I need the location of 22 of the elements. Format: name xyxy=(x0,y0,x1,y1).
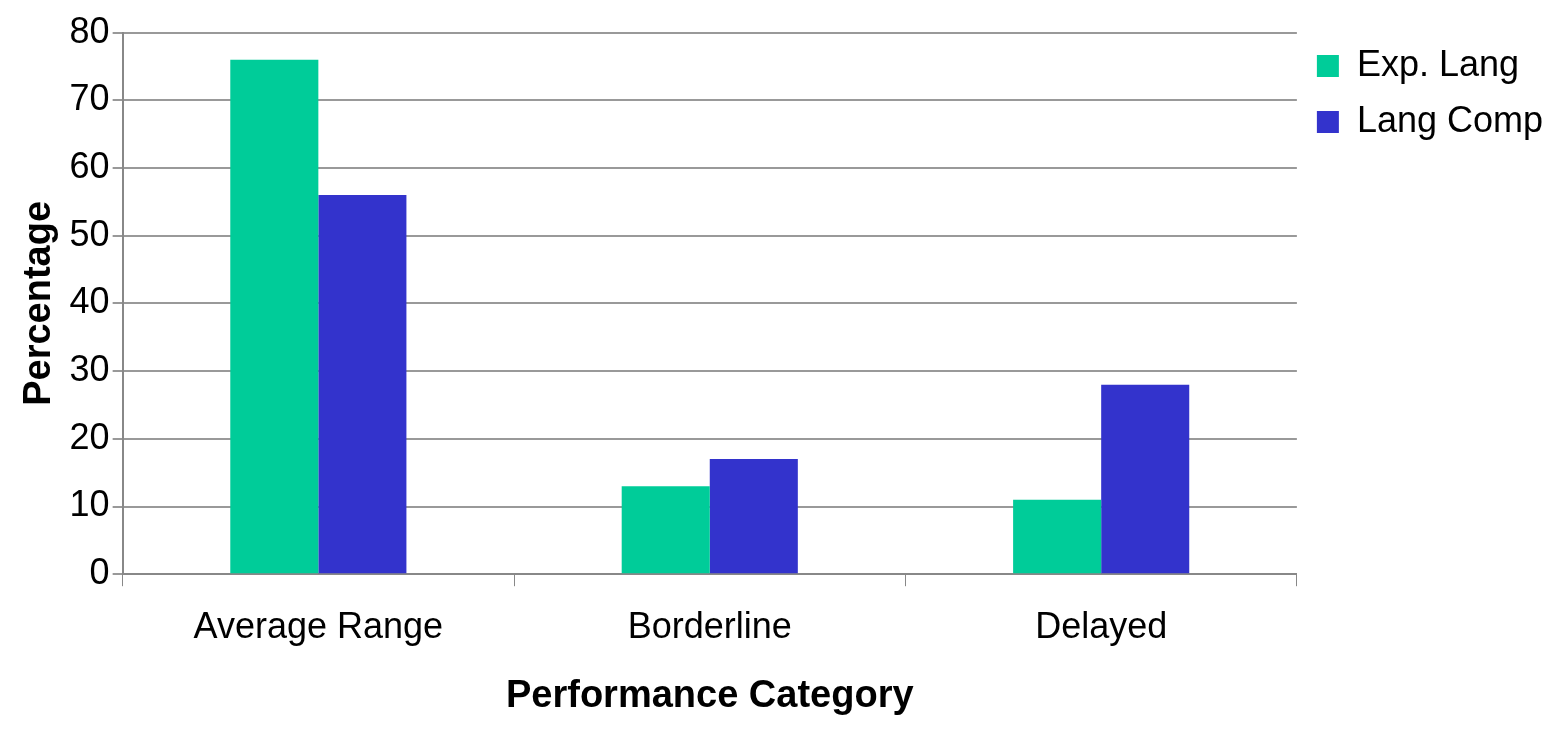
y-tick-label: 80 xyxy=(69,9,110,51)
y-tick-label: 10 xyxy=(69,483,110,525)
x-tick-label: Borderline xyxy=(627,604,792,646)
y-tick-label: 60 xyxy=(69,144,110,186)
y-axis-title: Percentage xyxy=(16,200,59,406)
bar xyxy=(318,195,407,574)
y-tick-label: 40 xyxy=(69,280,110,322)
x-tick-label: Average Range xyxy=(193,604,444,646)
legend-label: Exp. Lang xyxy=(1356,42,1520,84)
bar xyxy=(230,59,319,574)
x-tick-label: Delayed xyxy=(1035,604,1168,646)
y-tick-label: 0 xyxy=(89,551,110,593)
bar xyxy=(621,486,710,574)
legend-label: Lang Comp xyxy=(1356,98,1544,140)
x-axis-title: Performance Category xyxy=(505,672,914,715)
bar xyxy=(1101,384,1190,574)
y-tick-label: 50 xyxy=(69,212,110,254)
y-tick-label: 30 xyxy=(69,348,110,390)
bar xyxy=(709,459,798,574)
y-tick-label: 70 xyxy=(69,77,110,119)
bar xyxy=(1013,499,1102,574)
y-tick-label: 20 xyxy=(69,415,110,457)
